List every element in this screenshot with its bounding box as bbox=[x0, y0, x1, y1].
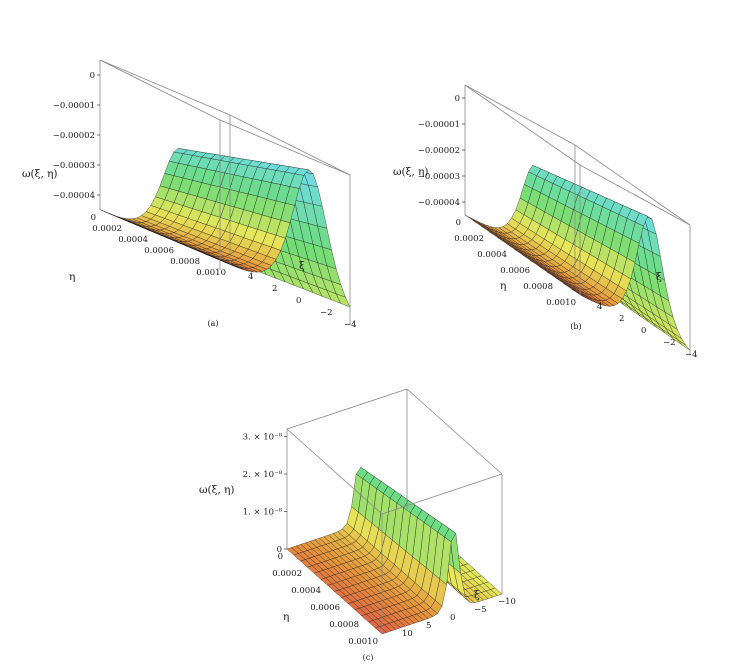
x-tick-label: −2 bbox=[663, 338, 676, 348]
z-tick-label: −0.00003 bbox=[53, 161, 95, 171]
x-tick-label: 2 bbox=[272, 284, 277, 294]
box-edge bbox=[229, 114, 351, 176]
y-tick-label: 0.0010 bbox=[546, 298, 576, 308]
surface-c bbox=[286, 466, 503, 635]
box-frame-a bbox=[99, 59, 351, 325]
y-tick-label: 0 bbox=[91, 213, 96, 223]
panel-c: 3. × 10⁻⁸2. × 10⁻⁸1. × 10⁻⁸000.00020.000… bbox=[199, 388, 516, 662]
x-tick-label: −4 bbox=[344, 320, 357, 330]
x-tick-label: 0 bbox=[641, 326, 646, 336]
box-edge bbox=[286, 388, 408, 430]
x-axis-label-b: ξ bbox=[656, 271, 662, 283]
y-tick-label: 0.0010 bbox=[348, 637, 378, 647]
ticks-a: 0−0.00001−0.00002−0.00003−0.0000400.0002… bbox=[53, 71, 357, 330]
x-tick-label: −2 bbox=[320, 308, 333, 318]
surface-patch bbox=[464, 214, 478, 223]
surface-patch bbox=[220, 260, 235, 267]
box-edge bbox=[219, 119, 351, 176]
y-tick-label: 0.0002 bbox=[92, 224, 122, 234]
y-tick-label: 0.0002 bbox=[272, 569, 302, 579]
z-tick-label: 0 bbox=[455, 94, 460, 104]
surface-patch bbox=[677, 339, 691, 351]
x-tick-label: 0 bbox=[450, 613, 455, 623]
surface-b bbox=[464, 165, 691, 351]
box-edge bbox=[286, 428, 383, 515]
z-tick-label: −0.00004 bbox=[418, 198, 460, 208]
z-tick-label: 0 bbox=[90, 71, 95, 81]
caption-b: (b) bbox=[570, 322, 581, 331]
x-tick-label: 10 bbox=[402, 629, 413, 639]
z-tick-label: −0.00001 bbox=[53, 101, 95, 111]
y-axis-label-b: η bbox=[500, 280, 506, 292]
box-edge bbox=[99, 59, 231, 116]
z-tick-label: −0.00004 bbox=[53, 191, 95, 201]
box-edge bbox=[574, 144, 691, 226]
y-tick-label: 0.0010 bbox=[196, 268, 226, 278]
box-edge bbox=[99, 59, 221, 121]
ticks-b: 0 −0.00001 −0.00002 −0.00003 −0.00004 0 0.0002… bbox=[418, 94, 698, 360]
x-tick-label: −4 bbox=[685, 350, 698, 360]
box-edge bbox=[579, 164, 691, 226]
y-tick-label: 0.0004 bbox=[291, 586, 321, 596]
x-axis-label-a: ξ bbox=[299, 260, 305, 272]
surface-a bbox=[99, 148, 351, 308]
z-axis-label-c: ω(ξ, η) bbox=[199, 484, 235, 496]
surface-patch bbox=[374, 626, 387, 635]
z-tick-label: 0 bbox=[277, 545, 282, 555]
y-tick-label: 0 bbox=[278, 552, 283, 562]
surface-patch bbox=[571, 288, 585, 298]
x-tick-label: 5 bbox=[426, 621, 431, 631]
z-tick-label: −0.00002 bbox=[418, 146, 460, 156]
box-frame-b bbox=[464, 84, 691, 355]
ticks-c: 3. × 10⁻⁸2. × 10⁻⁸1. × 10⁻⁸000.00020.000… bbox=[243, 433, 516, 648]
y-tick-label: 0.0008 bbox=[523, 282, 553, 292]
box-edge bbox=[464, 84, 576, 146]
y-tick-label: 0.0004 bbox=[118, 235, 148, 245]
z-axis-label-b: ω(ξ, η) bbox=[393, 166, 429, 178]
y-axis-label-c: η bbox=[283, 611, 289, 623]
z-tick-label: 2. × 10⁻⁸ bbox=[243, 470, 283, 480]
box-frame-c bbox=[286, 388, 503, 634]
y-tick-label: 0.0002 bbox=[454, 234, 484, 244]
x-axis-label-c: ξ bbox=[474, 589, 480, 601]
z-tick-label: 3. × 10⁻⁸ bbox=[243, 433, 283, 443]
caption-c: (c) bbox=[363, 653, 374, 662]
z-tick-label: −0.00002 bbox=[53, 131, 95, 141]
x-tick-label: 4 bbox=[248, 272, 253, 282]
y-tick-label: 0.0004 bbox=[477, 250, 507, 260]
box-edge bbox=[381, 473, 503, 515]
y-tick-label: 0.0006 bbox=[310, 603, 340, 613]
z-tick-label: −0.00003 bbox=[418, 172, 460, 182]
y-axis-label-a: η bbox=[69, 271, 75, 283]
x-tick-label: −5 bbox=[474, 605, 487, 615]
y-tick-label: 0.0008 bbox=[170, 257, 200, 267]
y-tick-label: 0.0008 bbox=[329, 620, 359, 630]
z-axis-label-a: ω(ξ, η) bbox=[22, 168, 58, 180]
z-tick-label: 1. × 10⁻⁸ bbox=[243, 508, 283, 518]
x-tick-label: 2 bbox=[619, 314, 624, 324]
box-edge bbox=[464, 84, 581, 166]
z-tick-label: −0.00001 bbox=[418, 120, 460, 130]
y-tick-label: 0.0006 bbox=[144, 246, 174, 256]
x-tick-label: 0 bbox=[296, 296, 301, 306]
x-tick-label: −10 bbox=[498, 597, 516, 607]
y-tick-label: 0 bbox=[456, 218, 461, 228]
x-tick-label: 4 bbox=[597, 302, 602, 312]
caption-a: (a) bbox=[207, 319, 218, 328]
panel-a: 0−0.00001−0.00002−0.00003−0.0000400.0002… bbox=[22, 59, 357, 330]
panel-b: 0 −0.00001 −0.00002 −0.00003 −0.00004 0 0.0002… bbox=[393, 84, 698, 360]
y-tick-label: 0.0006 bbox=[500, 266, 530, 276]
box-edge bbox=[406, 388, 503, 475]
